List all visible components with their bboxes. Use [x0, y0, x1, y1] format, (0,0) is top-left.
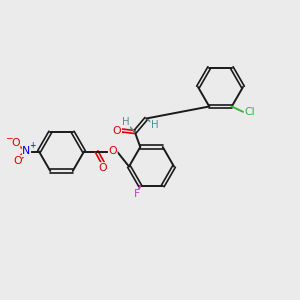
- Text: O: O: [113, 125, 122, 136]
- Text: O: O: [99, 163, 107, 173]
- Text: F: F: [134, 189, 140, 200]
- Text: −: −: [5, 134, 13, 142]
- Text: N: N: [22, 146, 31, 157]
- Text: O: O: [11, 138, 20, 148]
- Text: +: +: [29, 141, 35, 150]
- Text: H: H: [122, 117, 130, 128]
- Text: Cl: Cl: [244, 107, 255, 117]
- Text: H: H: [151, 120, 158, 130]
- Text: O: O: [109, 146, 117, 156]
- Text: O: O: [13, 155, 22, 166]
